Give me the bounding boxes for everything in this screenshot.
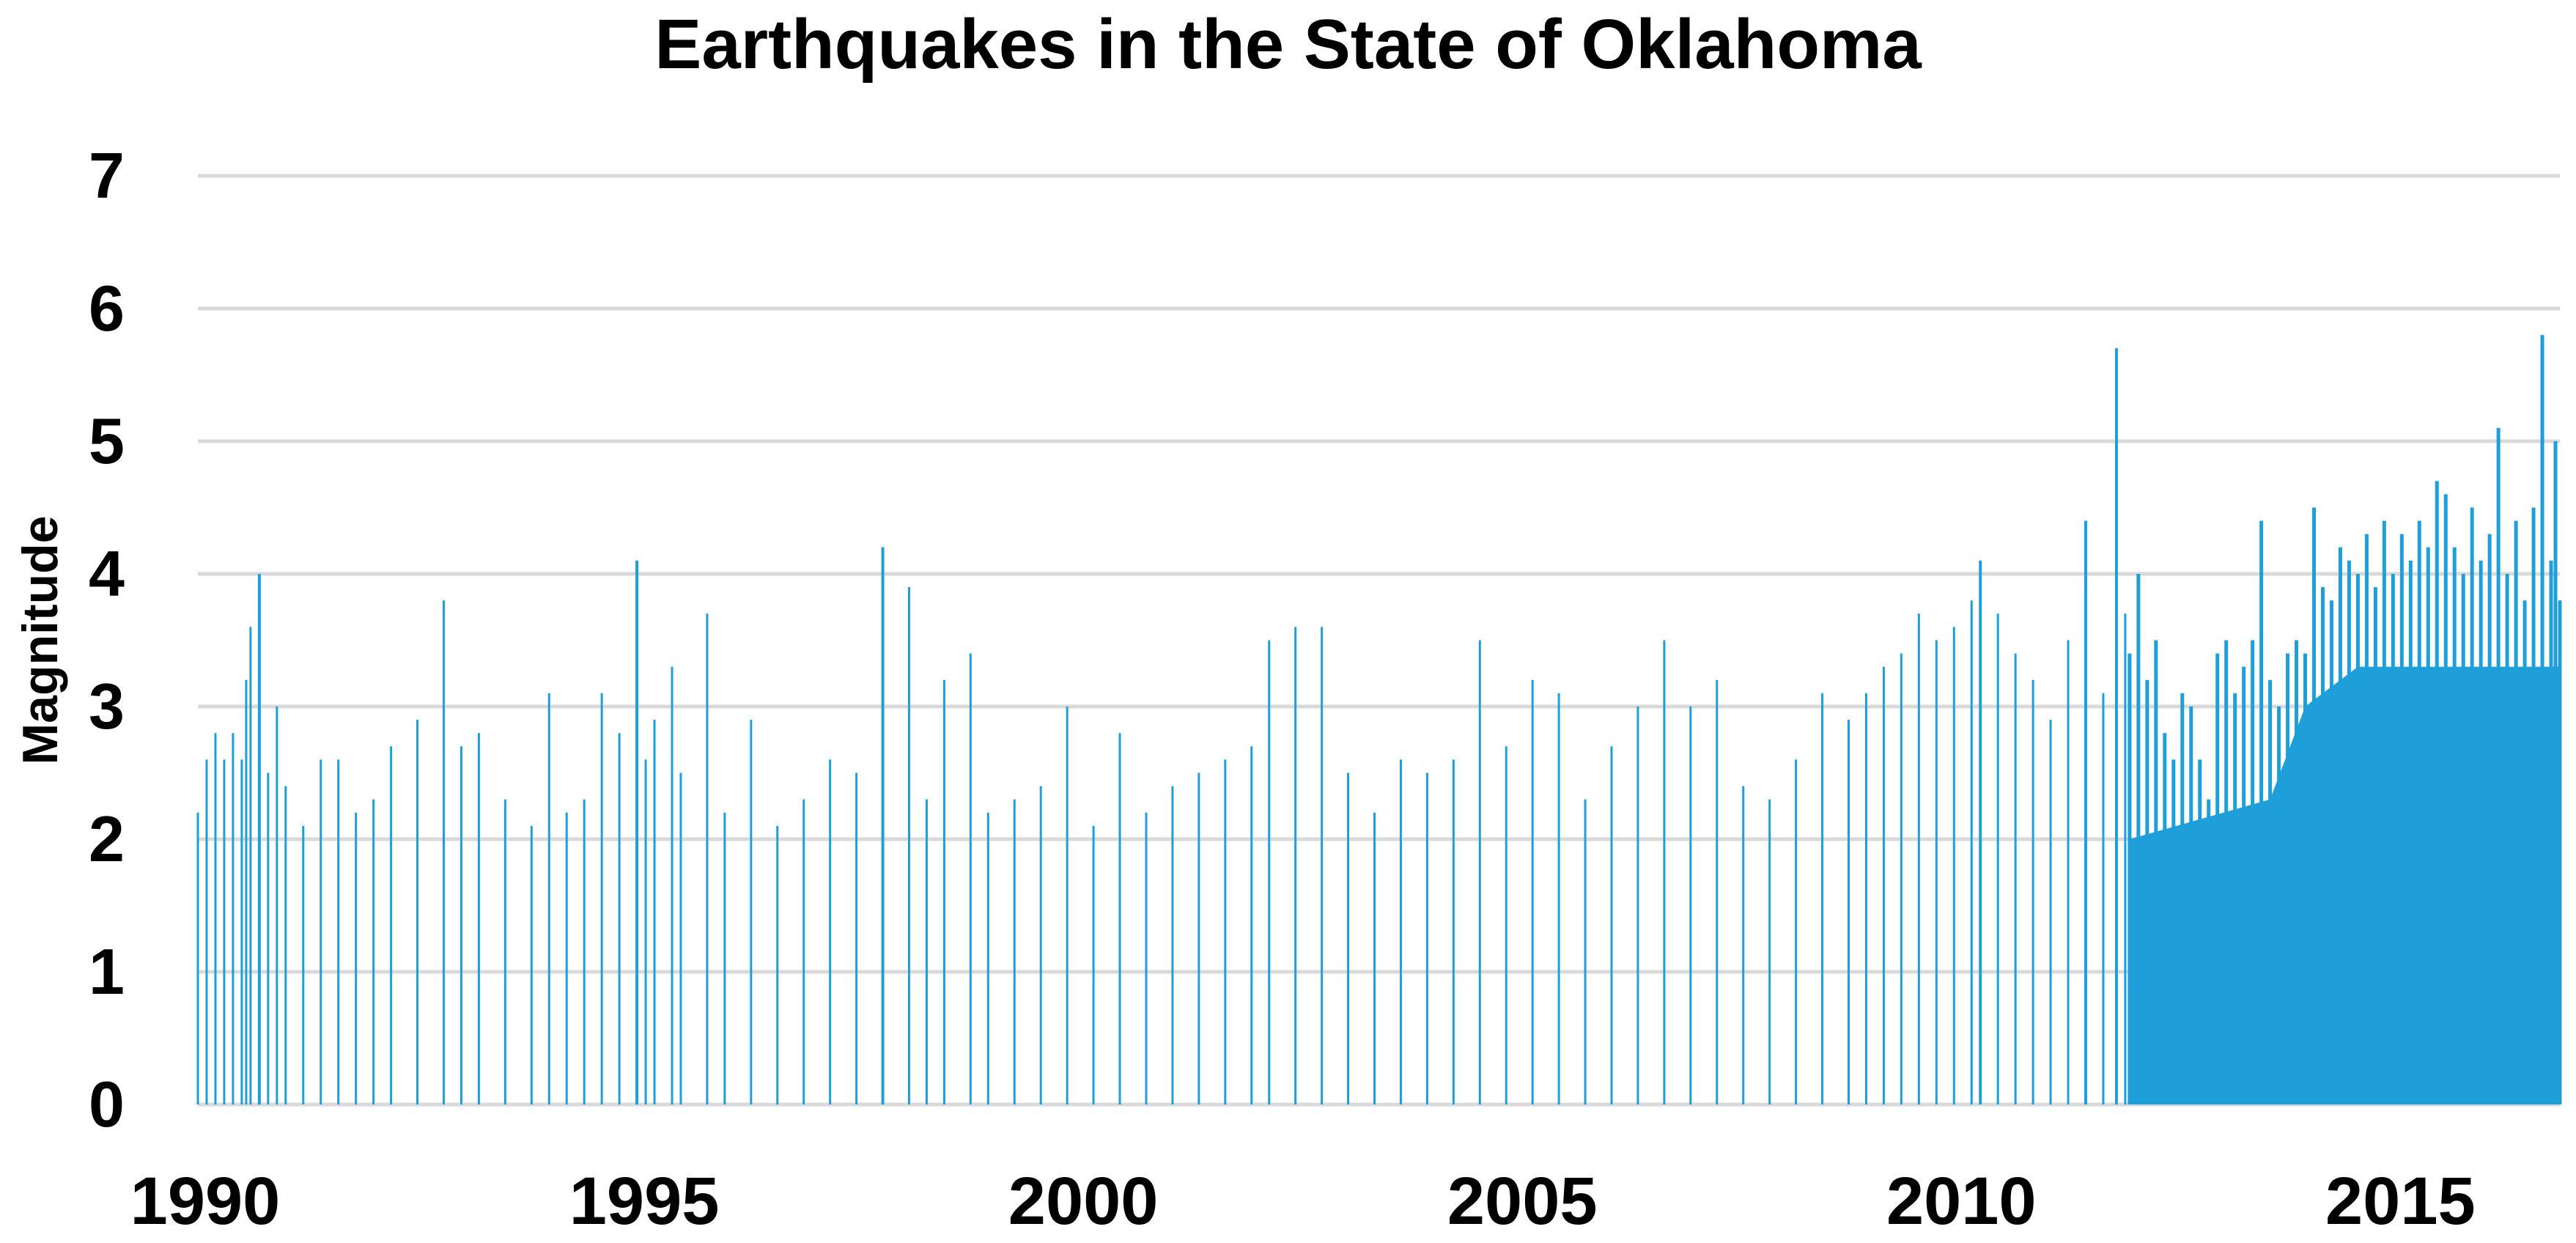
y-tick-label: 7 <box>89 139 125 212</box>
x-tick-label-1995: 1995 <box>569 1164 720 1239</box>
y-tick-label: 2 <box>89 803 125 875</box>
y-axis-label: Magnitude <box>12 516 68 765</box>
y-axis-tick-labels: 0 1 2 3 4 5 6 7 <box>89 139 125 1140</box>
x-tick-label-2000: 2000 <box>1008 1164 1159 1239</box>
notable-events <box>257 335 2558 1104</box>
y-tick-label: 0 <box>89 1068 125 1140</box>
x-tick-label-2015: 2015 <box>2325 1164 2476 1239</box>
y-tick-label: 1 <box>89 935 125 1008</box>
y-tick-label: 5 <box>89 405 125 477</box>
x-tick-label-2010: 2010 <box>1886 1164 2037 1239</box>
grid-lines <box>198 174 2560 1107</box>
dense-earthquake-block <box>2129 839 2560 1104</box>
x-axis-tick-labels: 1990 1995 2000 2005 2010 2015 <box>130 1164 2476 1239</box>
y-tick-label: 3 <box>89 670 125 742</box>
y-tick-label: 6 <box>89 272 125 344</box>
y-tick-label: 4 <box>89 537 125 610</box>
dense-rising-band <box>2129 666 2560 839</box>
chart-title: Earthquakes in the State of Oklahoma <box>654 5 1922 84</box>
x-tick-label-2005: 2005 <box>1447 1164 1598 1239</box>
x-tick-label-1990: 1990 <box>130 1164 281 1239</box>
